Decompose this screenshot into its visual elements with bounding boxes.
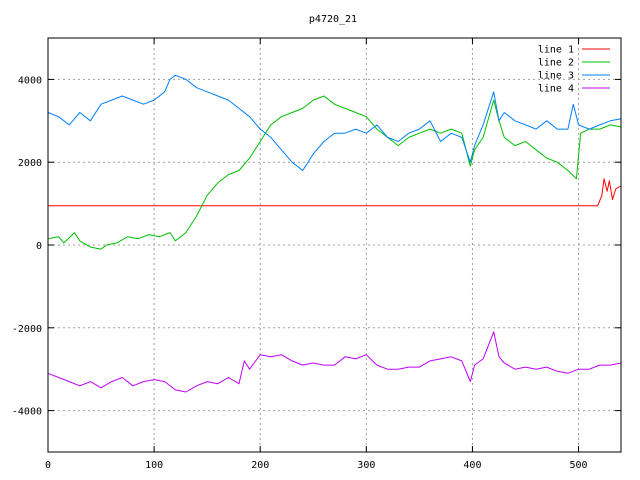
series-lines <box>47 74 622 393</box>
x-tick-label: 300 <box>357 460 375 471</box>
series-line-4 <box>47 331 622 393</box>
x-tick-label: 500 <box>570 460 588 471</box>
x-tick-label: 100 <box>145 460 163 471</box>
series-line-3 <box>47 74 622 171</box>
legend: line 1 line 2 line 3 line 4 <box>538 45 610 95</box>
y-tick-label: 4000 <box>18 75 42 86</box>
x-tick-label: 0 <box>45 460 51 471</box>
series-line-1 <box>48 178 622 207</box>
y-tick-label: 0 <box>36 241 42 252</box>
y-tick-label: -2000 <box>12 324 42 335</box>
y-tick-label: -4000 <box>12 407 42 418</box>
y-tick-label: 2000 <box>18 158 42 169</box>
legend-label-4: line 4 <box>538 84 574 95</box>
x-tick-label: 400 <box>463 460 481 471</box>
x-tick-label: 200 <box>251 460 269 471</box>
series-line-2 <box>47 95 622 250</box>
legend-label-2: line 2 <box>538 58 574 69</box>
legend-label-1: line 1 <box>538 45 574 56</box>
chart-title: p4720_21 <box>309 14 357 25</box>
grid <box>48 38 621 452</box>
legend-label-3: line 3 <box>538 71 574 82</box>
axis-ticks: 0 100 200 300 400 500 -4000 -2000 0 2000 4000 <box>12 38 621 471</box>
